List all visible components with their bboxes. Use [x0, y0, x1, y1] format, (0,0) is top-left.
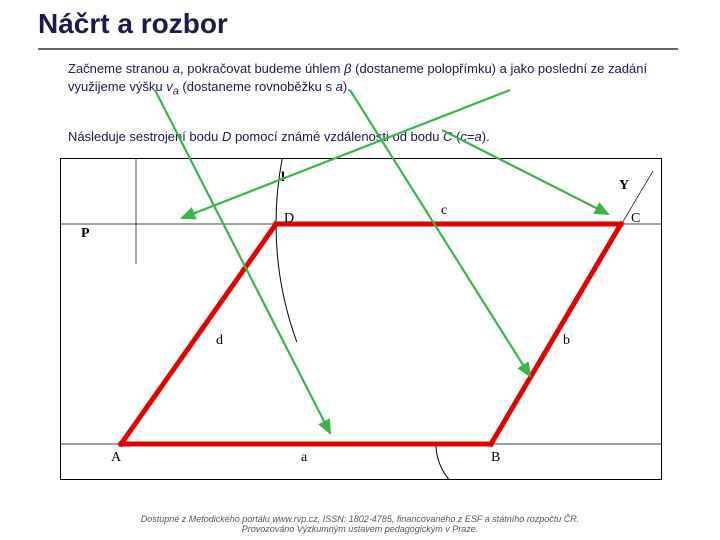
svg-text:c: c: [441, 203, 447, 218]
svg-text:d: d: [216, 333, 223, 348]
geometry-diagram: a b c d A B C D Pl Y: [61, 159, 661, 479]
diagram-frame: a b c d A B C D Pl Y: [60, 158, 662, 480]
svg-text:Y: Y: [619, 178, 629, 193]
svg-text:a: a: [301, 450, 308, 465]
footer-line-2: Provozováno Výzkumným ústavem pedagogick…: [242, 524, 479, 534]
svg-text:b: b: [563, 333, 570, 348]
title-underline: [38, 48, 678, 50]
footer-line-1: Dostupné z Metodického portálu www.rvp.c…: [141, 514, 580, 524]
intro-paragraph-2: Následuje sestrojení bodu D pomocí známé…: [68, 128, 668, 146]
svg-text:A: A: [111, 450, 122, 465]
svg-text:C: C: [631, 211, 640, 226]
page-title: Náčrt a rozbor: [38, 8, 228, 40]
svg-text:P: P: [81, 226, 90, 241]
footer-citation: Dostupné z Metodického portálu www.rvp.c…: [0, 514, 720, 534]
svg-text:B: B: [491, 450, 500, 465]
intro-paragraph-1: Začneme stranou a, pokračovat budeme úhl…: [68, 60, 668, 99]
svg-text:D: D: [284, 211, 294, 226]
svg-text:l: l: [281, 170, 285, 185]
